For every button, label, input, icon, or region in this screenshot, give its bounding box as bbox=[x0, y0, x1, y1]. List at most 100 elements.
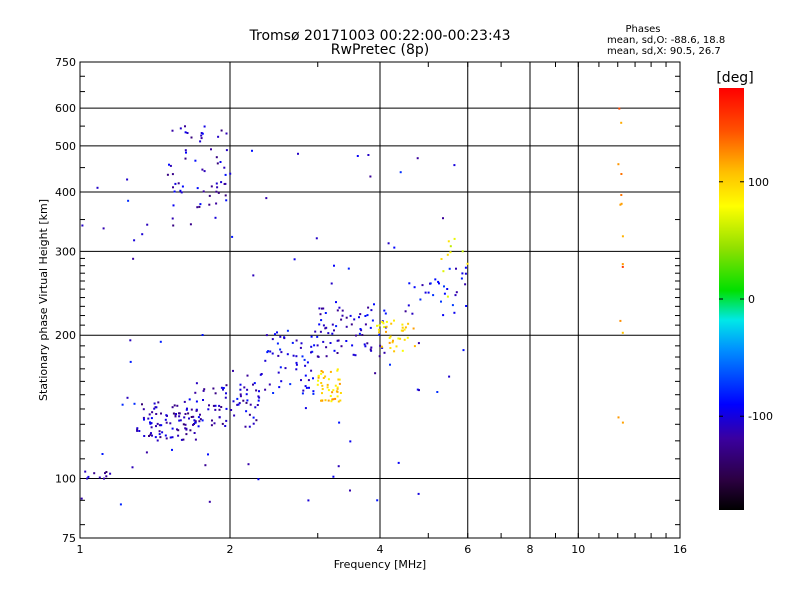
data-point bbox=[376, 324, 378, 327]
data-point bbox=[199, 140, 202, 143]
data-point bbox=[329, 395, 332, 397]
data-point bbox=[169, 422, 172, 425]
data-point bbox=[317, 379, 320, 382]
data-point bbox=[177, 182, 180, 185]
data-point bbox=[620, 194, 623, 196]
data-point bbox=[295, 339, 298, 342]
data-point bbox=[330, 400, 333, 403]
data-point bbox=[179, 419, 182, 422]
chart-title: Tromsø 20171003 00:22:00-00:23:43 bbox=[249, 28, 511, 44]
data-point bbox=[224, 425, 227, 427]
data-point bbox=[337, 339, 340, 342]
data-point bbox=[264, 359, 267, 362]
data-point bbox=[198, 420, 201, 423]
phase-stats-x: mean, sd,X: 90.5, 26.7 bbox=[607, 46, 721, 57]
data-point bbox=[619, 203, 622, 206]
y-tick-label: 300 bbox=[55, 245, 76, 258]
data-point bbox=[215, 156, 218, 159]
data-point bbox=[378, 355, 381, 358]
data-point bbox=[98, 476, 101, 479]
data-point bbox=[244, 425, 247, 428]
data-point bbox=[327, 378, 330, 381]
data-point bbox=[171, 217, 174, 220]
data-point bbox=[171, 173, 174, 176]
data-point bbox=[364, 345, 367, 348]
data-point bbox=[385, 330, 387, 333]
plot-frame bbox=[79, 61, 681, 539]
data-point bbox=[103, 477, 105, 480]
data-point bbox=[374, 372, 377, 375]
data-point bbox=[183, 400, 186, 403]
data-point bbox=[378, 331, 380, 334]
data-point bbox=[332, 475, 335, 478]
data-point bbox=[224, 182, 227, 185]
data-point bbox=[225, 199, 228, 202]
data-point bbox=[168, 163, 170, 166]
data-point bbox=[322, 340, 325, 343]
data-point bbox=[371, 319, 374, 322]
colorbar-tick-label: 0 bbox=[748, 293, 755, 306]
data-point bbox=[448, 375, 451, 378]
data-point bbox=[155, 425, 157, 428]
data-point bbox=[617, 416, 620, 419]
data-point bbox=[401, 349, 404, 352]
data-point bbox=[121, 403, 124, 406]
data-point bbox=[369, 348, 372, 351]
data-point bbox=[407, 304, 410, 307]
data-point bbox=[621, 421, 624, 424]
data-point bbox=[184, 423, 187, 426]
data-point bbox=[171, 427, 174, 430]
data-point bbox=[379, 344, 382, 347]
y-tick-label: 75 bbox=[62, 532, 76, 545]
data-point bbox=[172, 204, 175, 207]
data-point bbox=[132, 257, 135, 260]
data-point bbox=[126, 396, 129, 399]
colorbar-ticks: 100 0 -100 bbox=[719, 176, 773, 423]
data-point bbox=[283, 336, 286, 339]
data-point bbox=[400, 329, 403, 332]
data-point bbox=[621, 331, 624, 334]
data-point bbox=[331, 391, 334, 394]
data-point bbox=[335, 325, 338, 328]
data-point bbox=[397, 337, 400, 340]
data-point bbox=[104, 472, 106, 475]
data-point bbox=[277, 371, 280, 374]
data-point bbox=[419, 298, 422, 301]
data-point bbox=[443, 285, 445, 288]
data-point bbox=[204, 464, 207, 467]
data-point bbox=[440, 258, 443, 260]
data-point bbox=[383, 351, 386, 354]
data-point bbox=[352, 353, 355, 356]
data-point bbox=[232, 400, 235, 403]
data-point bbox=[424, 291, 427, 294]
chart-subtitle: RwPretec (8p) bbox=[331, 42, 429, 58]
data-point bbox=[236, 403, 239, 406]
data-point bbox=[359, 328, 362, 330]
data-point bbox=[174, 415, 177, 418]
data-point bbox=[265, 334, 268, 337]
x-tick-label: 8 bbox=[527, 543, 534, 556]
data-point bbox=[195, 408, 198, 411]
data-point bbox=[214, 404, 217, 407]
data-point bbox=[150, 422, 153, 425]
data-point bbox=[96, 186, 99, 189]
data-point bbox=[93, 472, 96, 475]
data-point bbox=[258, 390, 260, 393]
data-point bbox=[333, 349, 336, 352]
data-point bbox=[258, 396, 261, 399]
data-point bbox=[312, 377, 314, 380]
data-point bbox=[212, 404, 215, 407]
data-point bbox=[314, 330, 317, 333]
data-point bbox=[202, 389, 205, 392]
y-tick-label: 750 bbox=[55, 56, 76, 69]
data-point bbox=[257, 478, 260, 481]
data-point bbox=[222, 388, 224, 391]
data-point bbox=[462, 349, 465, 352]
data-point bbox=[254, 406, 257, 409]
data-point bbox=[369, 175, 372, 178]
data-point bbox=[136, 427, 139, 430]
data-point bbox=[225, 419, 228, 422]
data-point bbox=[169, 164, 172, 167]
data-point bbox=[153, 407, 156, 410]
data-point bbox=[381, 346, 384, 349]
